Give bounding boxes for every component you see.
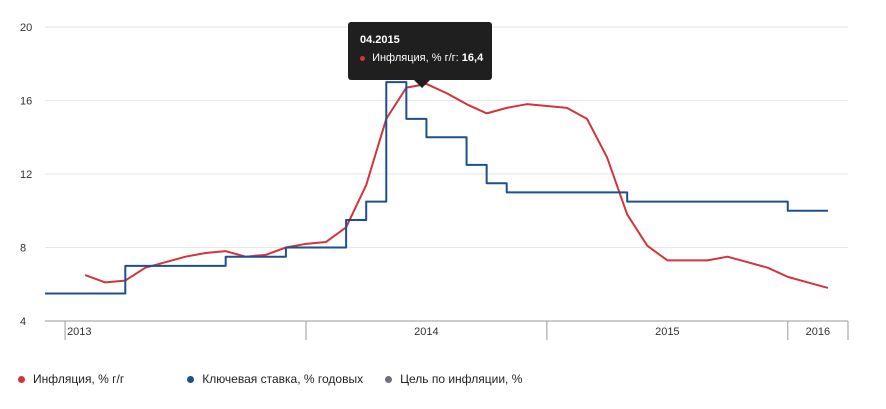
series-layer bbox=[45, 81, 829, 295]
legend-dot-inflation-target bbox=[385, 375, 393, 383]
legend-item-inflation[interactable]: Инфляция, % г/г bbox=[18, 372, 124, 386]
y-tick-label: 16 bbox=[20, 96, 32, 108]
series-line-1 bbox=[45, 81, 828, 295]
legend-label-inflation: Инфляция, % г/г bbox=[33, 372, 125, 386]
legend-dot-key-rate bbox=[187, 375, 195, 383]
y-tick-label: 4 bbox=[20, 316, 26, 328]
tooltip: 04.2015 Инфляция, % г/г: 16,4 bbox=[348, 22, 492, 88]
tooltip-value: 16,4 bbox=[461, 52, 484, 64]
legend: Инфляция, % г/г Ключевая ставка, % годов… bbox=[18, 372, 522, 386]
legend-label-key-rate: Ключевая ставка, % годовых bbox=[202, 372, 364, 386]
legend-item-inflation-target[interactable]: Цель по инфляции, % bbox=[385, 372, 522, 386]
y-tick-label: 20 bbox=[20, 22, 32, 34]
x-tick-label: 2016 bbox=[806, 326, 830, 338]
x-tick-label: 2015 bbox=[655, 326, 679, 338]
x-axis: 2013 2014 2015 2016 bbox=[45, 320, 849, 340]
tooltip-series-label: Инфляция, % г/г: bbox=[372, 52, 459, 64]
x-tick-label: 2013 bbox=[67, 326, 91, 338]
legend-dot-inflation bbox=[18, 375, 25, 383]
tooltip-row: Инфляция, % г/г: 16,4 bbox=[360, 52, 484, 64]
legend-item-key-rate[interactable]: Ключевая ставка, % годовых bbox=[187, 372, 363, 386]
y-tick-label: 12 bbox=[20, 169, 32, 181]
y-axis: 4 8 12 16 20 bbox=[20, 22, 32, 328]
y-tick-label: 8 bbox=[20, 243, 26, 255]
tooltip-series-dot bbox=[360, 55, 365, 61]
x-tick-label: 2014 bbox=[414, 326, 438, 338]
legend-label-inflation-target: Цель по инфляции, % bbox=[400, 372, 523, 386]
tooltip-title: 04.2015 bbox=[360, 34, 400, 46]
series-line-0 bbox=[84, 82, 829, 289]
